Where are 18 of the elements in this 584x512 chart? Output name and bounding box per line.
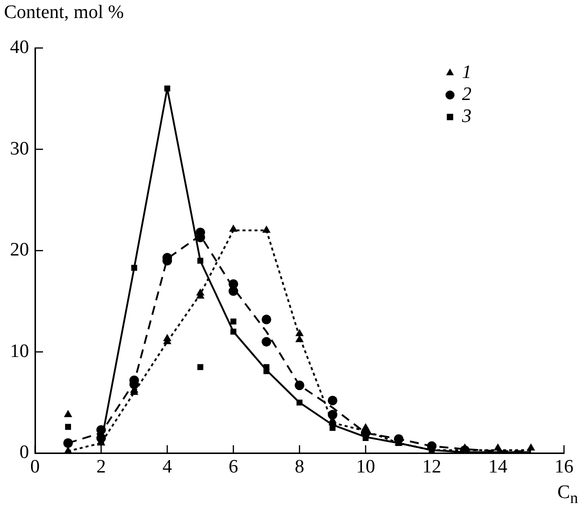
y-tick-label: 30: [10, 138, 29, 160]
y-tick-label: 10: [10, 340, 29, 362]
y-tick-label: 40: [10, 36, 29, 58]
legend-label: 3: [461, 106, 472, 127]
legend-label: 1: [462, 62, 472, 83]
y-tick-label: 20: [10, 240, 29, 261]
x-axis-title: C$_{n}$: [557, 482, 578, 508]
x-tick-label: 16: [554, 456, 574, 478]
x-tick-label: 6: [228, 456, 238, 478]
x-tick-label: 12: [422, 456, 442, 478]
y-axis-title: Content, mol %: [4, 2, 124, 24]
x-tick-label: 2: [96, 456, 106, 478]
y-tick-label: 0: [20, 442, 29, 464]
legend-label: 2: [462, 84, 472, 105]
x-tick-label: 14: [488, 456, 508, 478]
x-tick-label: 10: [356, 456, 376, 478]
x-tick-label: 4: [162, 456, 172, 478]
x-tick-label: 8: [294, 456, 304, 478]
